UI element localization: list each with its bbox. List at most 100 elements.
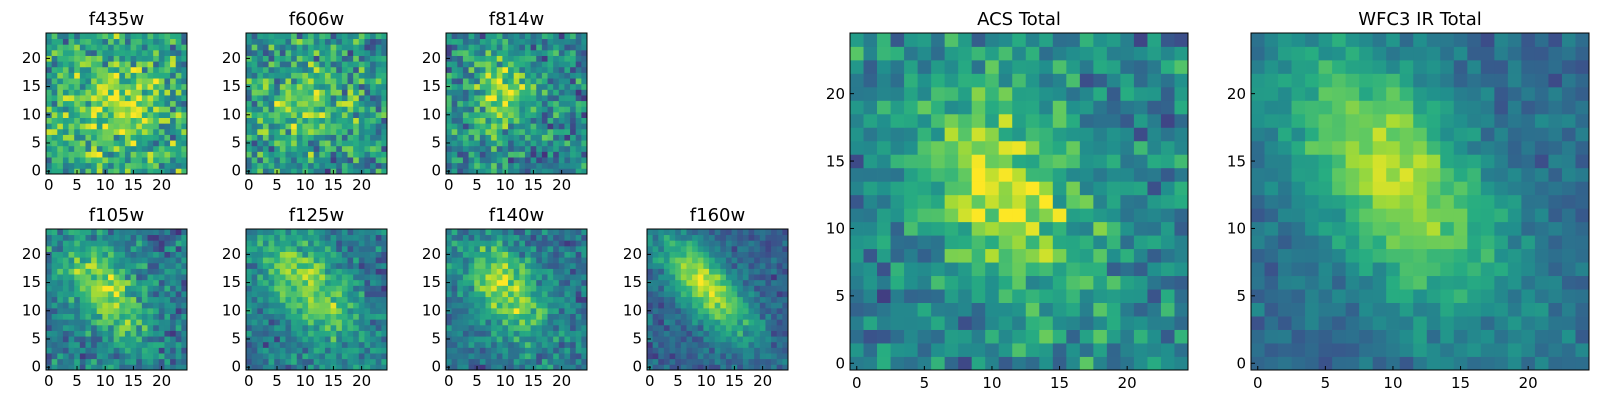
heatmap-cell [451,72,458,79]
heatmap-cell [675,307,682,314]
heatmap-cell [79,157,86,164]
heatmap-cell [124,319,131,326]
heatmap-cell [358,347,365,354]
heatmap-cell [479,330,486,337]
heatmap-cell [170,123,177,130]
heatmap-cell [79,78,86,85]
heatmap-cell [170,234,177,241]
heatmap-cell [364,72,371,79]
heatmap-cell [754,229,761,236]
heatmap-cell [341,302,348,309]
heatmap-cell [302,291,309,298]
heatmap-cell [446,324,453,331]
heatmap-cell [451,307,458,314]
heatmap-cell [547,302,554,309]
heatmap-cell [765,240,772,247]
heatmap-cell [124,83,131,90]
heatmap-cell [536,234,543,241]
heatmap-cell [246,145,253,152]
heatmap-cell [170,358,177,365]
heatmap-cell [296,66,303,73]
heatmap-cell [274,134,281,141]
heatmap-cell [558,341,565,348]
heatmap-cell [1079,167,1094,182]
heatmap-cell [46,128,53,135]
heatmap-cell [175,128,182,135]
heatmap-cell [703,291,710,298]
heatmap-cell [508,89,515,96]
heatmap-cell [771,324,778,331]
heatmap-cell [1012,154,1027,169]
heatmap-cell [496,257,503,264]
heatmap-cell [102,234,109,241]
heatmap-cell [336,229,343,236]
heatmap-cell [308,38,315,45]
heatmap-cell [136,145,143,152]
heatmap-cell [663,353,670,360]
heatmap-cell [136,302,143,309]
heatmap-cell [771,336,778,343]
heatmap-cell [153,83,160,90]
heatmap-cell [1012,356,1027,371]
heatmap-cell [558,134,565,141]
heatmap-cell [558,128,565,135]
heatmap-cell [502,134,509,141]
heatmap-cell [251,251,258,258]
heatmap-cell [291,313,298,320]
heatmap-cell [319,251,326,258]
heatmap-cell [468,49,475,56]
heatmap-cell [251,358,258,365]
heatmap-cell [102,89,109,96]
heatmap-cell [119,140,126,147]
heatmap-cell [353,44,360,51]
heatmap-cell [541,291,548,298]
heatmap-cell [175,162,182,169]
heatmap-cell [57,257,64,264]
heatmap-cell [158,72,165,79]
heatmap-cell [62,78,69,85]
heatmap-cell [296,157,303,164]
heatmap-cell [581,38,588,45]
heatmap-cell [341,162,348,169]
heatmap-cell [347,100,354,107]
heatmap-cell [479,162,486,169]
heatmap-cell [468,157,475,164]
heatmap-cell [581,72,588,79]
heatmap-cell [51,89,58,96]
heatmap-cell [268,358,275,365]
heatmap-cell [502,240,509,247]
heatmap-cell [530,240,537,247]
heatmap-cell [985,127,1000,142]
heatmap-cell [141,66,148,73]
heatmap-cell [141,100,148,107]
heatmap-cell [68,257,75,264]
heatmap-cell [748,347,755,354]
heatmap-cell [375,117,382,124]
heatmap-cell [79,319,86,326]
heatmap-cell [181,100,188,107]
heatmap-cell [485,55,492,62]
heatmap-cell [375,66,382,73]
heatmap-cell [496,268,503,275]
heatmap-cell [524,66,531,73]
heatmap-cell [496,234,503,241]
heatmap-cell [462,72,469,79]
heatmap-cell [274,240,281,247]
heatmap-cell [170,324,177,331]
heatmap-cell [652,341,659,348]
heatmap-cell [1012,235,1027,250]
heatmap-cell [496,49,503,56]
heatmap-cell [57,61,64,68]
heatmap-cell [381,319,388,326]
heatmap-cell [530,302,537,309]
heatmap-cell [462,291,469,298]
heatmap-cell [141,78,148,85]
heatmap-cell [1012,248,1027,263]
heatmap-cell [971,181,986,196]
heatmap-cell [130,307,137,314]
heatmap-cell [697,358,704,365]
heatmap-cell [541,285,548,292]
heatmap-cell [748,336,755,343]
heatmap-cell [291,302,298,309]
heatmap-cell [502,285,509,292]
